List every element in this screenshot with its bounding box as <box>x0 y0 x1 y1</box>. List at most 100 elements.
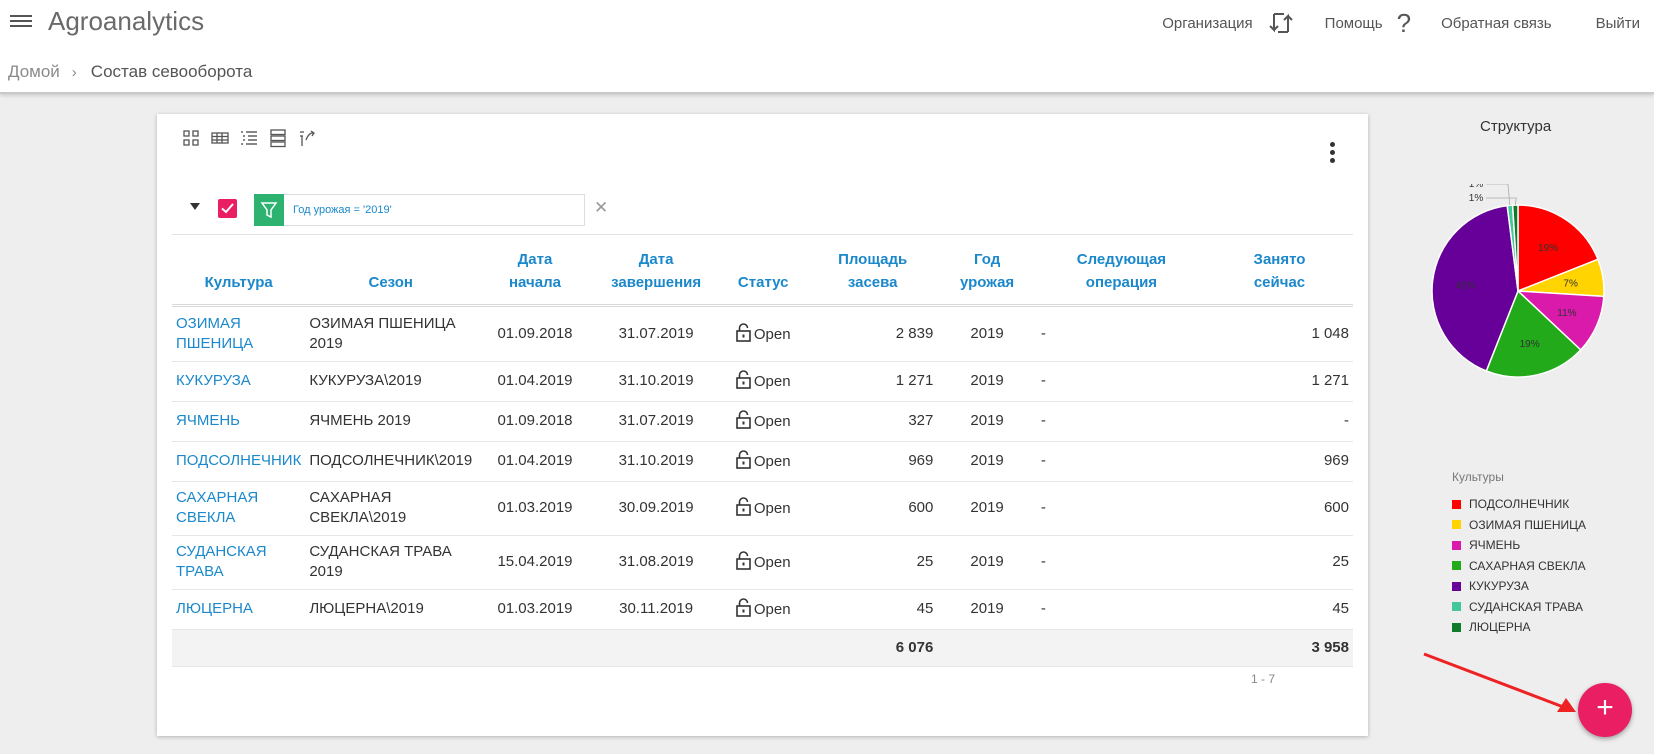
legend-swatch <box>1452 602 1461 612</box>
logout-link[interactable]: Выйти <box>1595 14 1640 32</box>
menu-icon[interactable] <box>10 12 32 30</box>
cell-start-date: 15.04.2019 <box>476 535 594 590</box>
total-sown-area: 6 076 <box>808 629 938 667</box>
divider <box>172 234 1353 235</box>
header-culture[interactable]: Культура <box>172 236 306 307</box>
grouped-view-icon[interactable] <box>268 128 288 148</box>
cell-occupied-now: 1 271 <box>1205 361 1353 402</box>
legend-label: ЯЧМЕНЬ <box>1469 538 1521 553</box>
cell-start-date: 01.09.2018 <box>476 401 594 442</box>
table-row[interactable]: КУКУРУЗА КУКУРУЗА\2019 01.04.2019 31.10.201… <box>172 361 1353 402</box>
legend-item[interactable]: ПОДСОЛНЕЧНИК <box>1452 494 1586 515</box>
table-row[interactable]: ЛЮЦЕРНА ЛЮЦЕРНА\2019 01.03.2019 30.11.2019 O… <box>172 589 1353 630</box>
table-row[interactable]: СУДАНСКАЯ ТРАВА СУДАНСКАЯ ТРАВА 2019 15.04.2… <box>172 535 1353 590</box>
cell-culture-link[interactable]: ОЗИМАЯ ПШЕНИЦА <box>172 305 306 362</box>
header-sown-area[interactable]: Площадь засева <box>808 236 938 307</box>
more-options-icon[interactable] <box>1327 142 1337 168</box>
header-season[interactable]: Сезон <box>305 236 477 307</box>
table-header-row: Культура Сезон Дата начала Дата завершения… <box>172 236 1353 307</box>
structure-pie-chart: 19% 7% 11% 19% 42% 1% 1% <box>1431 184 1605 378</box>
table-row[interactable]: ЯЧМЕНЬ ЯЧМЕНЬ 2019 01.09.2018 31.07.2019 Ope… <box>172 401 1353 442</box>
legend-item[interactable]: САХАРНАЯ СВЕКЛА <box>1452 556 1586 577</box>
pie-slice[interactable] <box>1431 204 1519 372</box>
add-button[interactable]: + <box>1578 683 1632 737</box>
legend-item[interactable]: ОЗИМАЯ ПШЕНИЦА <box>1452 515 1586 536</box>
app-title: Agroanalytics <box>48 6 205 36</box>
legend-item[interactable]: ЛЮЦЕРНА <box>1452 617 1586 638</box>
cell-end-date: 31.07.2019 <box>593 401 719 442</box>
pagination-info: 1 - 7 <box>1251 672 1276 686</box>
table-row[interactable]: САХАРНАЯ СВЕКЛА САХАРНАЯ СВЕКЛА\2019 01.03.2… <box>172 481 1353 536</box>
cell-culture-link[interactable]: КУКУРУЗА <box>172 361 306 402</box>
switch-organization-icon[interactable] <box>1267 11 1295 35</box>
help-link[interactable]: Помощь <box>1324 14 1383 32</box>
organization-link[interactable]: Организация <box>1162 14 1253 32</box>
cell-season: САХАРНАЯ СВЕКЛА\2019 <box>305 481 477 536</box>
cell-harvest-year: 2019 <box>937 441 1037 482</box>
chart-legend: Культуры ПОДСОЛНЕЧНИК ОЗИМАЯ ПШЕНИЦА ЯЧМЕН… <box>1452 470 1586 638</box>
header-status[interactable]: Статус <box>718 236 808 307</box>
cell-culture-link[interactable]: ЛЮЦЕРНА <box>172 589 306 630</box>
cell-sown-area: 969 <box>808 441 938 482</box>
legend-title: Культуры <box>1452 470 1504 484</box>
cell-harvest-year: 2019 <box>937 305 1037 362</box>
legend-label: ОЗИМАЯ ПШЕНИЦА <box>1469 517 1587 532</box>
cell-next-operation: - <box>1036 535 1206 590</box>
cell-culture-link[interactable]: ЯЧМЕНЬ <box>172 401 306 442</box>
filter-enabled-checkbox[interactable] <box>218 199 237 218</box>
breadcrumb-current: Состав севооборота <box>90 62 253 81</box>
lock-open-icon <box>736 598 754 618</box>
pie-slice[interactable] <box>1517 204 1599 293</box>
table-body: ОЗИМАЯ ПШЕНИЦА ОЗИМАЯ ПШЕНИЦА 2019 01.09.201… <box>172 305 1353 667</box>
breadcrumb-home[interactable]: Домой <box>8 62 60 81</box>
cell-season: ПОДСОЛНЕЧНИК\2019 <box>305 441 477 482</box>
chevron-right-icon: › <box>71 63 77 81</box>
pie-slice-label: 42% <box>1455 280 1475 291</box>
filter-expression-field[interactable]: Год урожая = '2019' <box>284 194 585 226</box>
cell-start-date: 01.04.2019 <box>476 361 594 402</box>
table-view-icon[interactable] <box>210 128 230 148</box>
cell-culture-link[interactable]: САХАРНАЯ СВЕКЛА <box>172 481 306 536</box>
crop-rotation-card: Год урожая = '2019' ✕ Культура Сезон Дат… <box>157 114 1368 736</box>
list-view-icon[interactable] <box>239 128 259 148</box>
cell-occupied-now: 969 <box>1205 441 1353 482</box>
legend-item[interactable]: СУДАНСКАЯ ТРАВА <box>1452 597 1586 618</box>
cell-end-date: 31.10.2019 <box>593 441 719 482</box>
legend-label: ПОДСОЛНЕЧНИК <box>1469 497 1570 512</box>
header-end-date[interactable]: Дата завершения <box>593 236 719 307</box>
feedback-link[interactable]: Обратная связь <box>1441 14 1552 32</box>
cell-culture-link[interactable]: СУДАНСКАЯ ТРАВА <box>172 535 306 590</box>
cell-occupied-now: 45 <box>1205 589 1353 630</box>
cell-harvest-year: 2019 <box>937 401 1037 442</box>
tiles-view-icon[interactable] <box>181 128 201 148</box>
header-next-operation[interactable]: Следующая операция <box>1036 236 1206 307</box>
cell-end-date: 30.09.2019 <box>593 481 719 536</box>
sort-icon[interactable] <box>297 128 317 148</box>
filter-funnel-button[interactable] <box>254 194 284 226</box>
header-occupied-now[interactable]: Занято сейчас <box>1205 236 1353 307</box>
header-harvest-year[interactable]: Год урожая <box>937 236 1037 307</box>
cell-status: Open <box>718 361 808 402</box>
legend-swatch <box>1452 581 1461 591</box>
view-toolbar <box>181 128 326 148</box>
cell-start-date: 01.04.2019 <box>476 441 594 482</box>
legend-item[interactable]: КУКУРУЗА <box>1452 576 1586 597</box>
pie-leader-line <box>1486 184 1511 206</box>
table-row[interactable]: ПОДСОЛНЕЧНИК ПОДСОЛНЕЧНИК\2019 01.04.2019 3… <box>172 441 1353 482</box>
cell-culture-link[interactable]: ПОДСОЛНЕЧНИК <box>172 441 306 482</box>
annotation-arrow <box>1423 652 1576 712</box>
lock-open-icon <box>736 410 754 430</box>
pie-slice-label: 1% <box>1469 193 1484 204</box>
legend-swatch <box>1452 520 1461 530</box>
cell-sown-area: 45 <box>808 589 938 630</box>
legend-label: СУДАНСКАЯ ТРАВА <box>1469 599 1583 614</box>
header-start-date[interactable]: Дата начала <box>476 236 594 307</box>
table-row[interactable]: ОЗИМАЯ ПШЕНИЦА ОЗИМАЯ ПШЕНИЦА 2019 01.09.201… <box>172 305 1353 362</box>
cell-start-date: 01.09.2018 <box>476 305 594 362</box>
help-icon[interactable]: ? <box>1396 8 1412 38</box>
clear-filter-icon[interactable]: ✕ <box>594 198 609 217</box>
collapse-caret-icon[interactable] <box>190 203 200 210</box>
legend-item[interactable]: ЯЧМЕНЬ <box>1452 535 1586 556</box>
pie-slice-label: 11% <box>1557 308 1576 319</box>
cell-season: ОЗИМАЯ ПШЕНИЦА 2019 <box>305 305 477 362</box>
